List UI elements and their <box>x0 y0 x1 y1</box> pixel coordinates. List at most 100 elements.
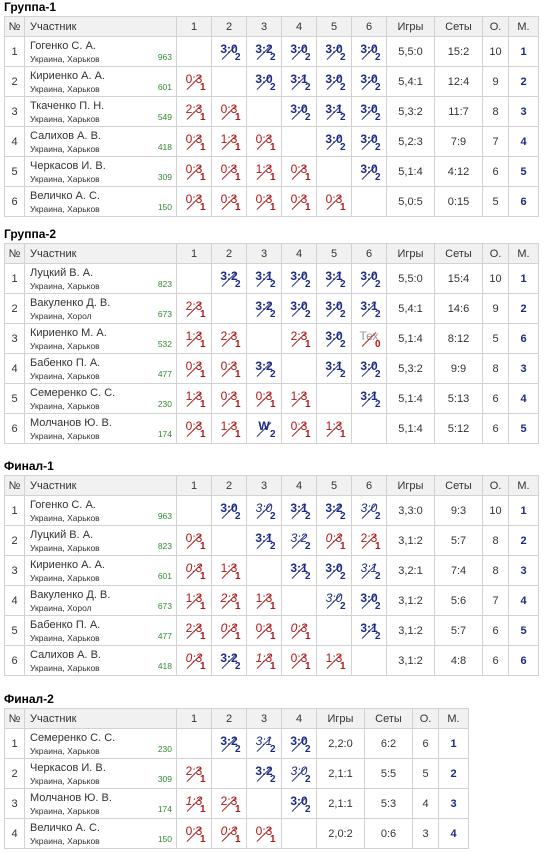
match-score-cell[interactable]: 3:2 2 <box>211 728 247 759</box>
match-score-cell[interactable]: 0:3 1 <box>176 645 212 676</box>
participant-name[interactable]: Семеренко С. С. <box>30 732 116 744</box>
participant-name[interactable]: Луцкий В. А. <box>30 529 94 541</box>
match-score-cell[interactable]: 3:1 2 <box>316 263 352 294</box>
match-score-cell[interactable]: 1:3 1 <box>281 383 317 414</box>
match-score-cell[interactable]: 0:3 1 <box>246 615 282 646</box>
match-score-cell[interactable]: 1:3 1 <box>176 323 212 354</box>
match-score-cell[interactable]: 3:1 2 <box>246 525 282 556</box>
participant-name[interactable]: Черкасов И. В. <box>30 160 106 172</box>
match-score-cell[interactable]: 3:1 2 <box>246 728 282 759</box>
match-score-cell[interactable]: 0:3 1 <box>176 818 212 849</box>
match-score-cell[interactable]: 0:3 1 <box>281 413 317 444</box>
match-score-cell[interactable]: 3:0 2 <box>351 156 387 187</box>
match-score-cell[interactable]: 3:0 2 <box>316 126 352 157</box>
match-score-cell[interactable]: 3:0 2 <box>316 293 352 324</box>
participant-name[interactable]: Гогенко С. А. <box>30 40 96 52</box>
match-score-cell[interactable]: 0:3 1 <box>176 66 212 97</box>
match-score-cell[interactable]: 0:3 1 <box>211 96 247 127</box>
match-score-cell[interactable]: 0:3 1 <box>281 645 317 676</box>
match-score-cell[interactable]: 3:1 2 <box>351 615 387 646</box>
match-score-cell[interactable]: 3:1 2 <box>316 353 352 384</box>
participant-name[interactable]: Салихов А. В. <box>30 649 101 661</box>
match-score-cell[interactable]: 3:2 2 <box>211 645 247 676</box>
match-score-cell[interactable]: 3:0 2 <box>281 758 317 789</box>
match-score-cell[interactable]: 1:3 1 <box>246 585 282 616</box>
participant-name[interactable]: Ткаченко П. Н. <box>30 100 105 112</box>
match-score-cell[interactable]: 0:3 1 <box>211 818 247 849</box>
match-score-cell[interactable]: 2:3 1 <box>176 293 212 324</box>
match-score-cell[interactable]: 3:1 2 <box>351 383 387 414</box>
match-score-cell[interactable]: 0:3 1 <box>281 615 317 646</box>
match-score-cell[interactable]: 0:3 1 <box>281 186 317 217</box>
match-score-cell[interactable]: 3:0 2 <box>281 293 317 324</box>
participant-name[interactable]: Кириенко А. А. <box>30 559 105 571</box>
participant-name[interactable]: Молчанов Ю. В. <box>30 792 112 804</box>
match-score-cell[interactable]: 3:0 2 <box>351 263 387 294</box>
match-score-cell[interactable]: 2:3 1 <box>211 788 247 819</box>
match-score-cell[interactable]: 1:3 1 <box>176 585 212 616</box>
match-score-cell[interactable]: 3:2 2 <box>316 495 352 526</box>
match-score-cell[interactable]: 3:0 2 <box>281 728 317 759</box>
match-score-cell[interactable]: 1:3 1 <box>176 383 212 414</box>
participant-name[interactable]: Бабенко П. А. <box>30 357 101 369</box>
match-score-cell[interactable]: 3:0 2 <box>351 585 387 616</box>
participant-name[interactable]: Вакуленко Д. В. <box>30 589 111 601</box>
match-score-cell[interactable]: 3:0 2 <box>316 585 352 616</box>
match-score-cell[interactable]: 3:0 2 <box>316 555 352 586</box>
participant-name[interactable]: Кириенко М. А. <box>30 327 107 339</box>
match-score-cell[interactable]: 3:1 2 <box>281 555 317 586</box>
match-score-cell[interactable]: 1:3 1 <box>246 645 282 676</box>
participant-name[interactable]: Молчанов Ю. В. <box>30 417 112 429</box>
match-score-cell[interactable]: 3:1 2 <box>351 555 387 586</box>
match-score-cell[interactable]: 0:3 1 <box>211 615 247 646</box>
participant-name[interactable]: Кириенко А. А. <box>30 70 105 82</box>
match-score-cell[interactable]: 0:3 1 <box>211 353 247 384</box>
match-score-cell[interactable]: 2:3 1 <box>176 96 212 127</box>
match-score-cell[interactable]: 0:3 1 <box>281 156 317 187</box>
match-score-cell[interactable]: 1:3 1 <box>211 126 247 157</box>
match-score-cell[interactable]: 1:3 1 <box>211 413 247 444</box>
match-score-cell[interactable]: 3:0 2 <box>281 788 317 819</box>
match-score-cell[interactable]: 3:0 2 <box>211 36 247 67</box>
match-score-cell[interactable]: 3:1 2 <box>246 263 282 294</box>
match-score-cell[interactable]: 3:0 2 <box>246 66 282 97</box>
match-score-cell[interactable]: 3:2 2 <box>211 263 247 294</box>
match-score-cell[interactable]: 3:2 2 <box>281 525 317 556</box>
match-score-cell[interactable]: 3:2 2 <box>246 293 282 324</box>
match-score-cell[interactable]: 3:0 2 <box>281 36 317 67</box>
match-score-cell[interactable]: 3:1 2 <box>281 495 317 526</box>
match-score-cell[interactable]: 3:0 2 <box>316 36 352 67</box>
match-score-cell[interactable]: 0:3 1 <box>211 383 247 414</box>
match-score-cell[interactable]: 3:0 2 <box>281 263 317 294</box>
match-score-cell[interactable]: 0:3 1 <box>246 383 282 414</box>
participant-name[interactable]: Семеренко С. С. <box>30 387 116 399</box>
match-score-cell[interactable]: 3:0 2 <box>351 353 387 384</box>
match-score-cell[interactable]: 0:3 1 <box>316 186 352 217</box>
match-score-cell[interactable]: 3:0 2 <box>316 323 352 354</box>
match-score-cell[interactable]: 2:3 1 <box>211 585 247 616</box>
participant-name[interactable]: Гогенко С. А. <box>30 499 96 511</box>
participant-name[interactable]: Вакуленко Д. В. <box>30 297 111 309</box>
participant-name[interactable]: Салихов А. В. <box>30 130 101 142</box>
match-score-cell[interactable]: 0:3 1 <box>211 156 247 187</box>
match-score-cell[interactable]: 1:3 1 <box>316 645 352 676</box>
match-score-cell[interactable]: 3:0 2 <box>351 495 387 526</box>
participant-name[interactable]: Величко А. С. <box>30 822 100 834</box>
match-score-cell[interactable]: 3:0 2 <box>281 96 317 127</box>
match-score-cell[interactable]: 0:3 1 <box>246 126 282 157</box>
match-score-cell[interactable]: Тех 0 <box>351 323 387 354</box>
match-score-cell[interactable]: 2:3 1 <box>351 525 387 556</box>
match-score-cell[interactable]: 3:0 2 <box>246 495 282 526</box>
match-score-cell[interactable]: 3:0 2 <box>351 96 387 127</box>
participant-name[interactable]: Черкасов И. В. <box>30 762 106 774</box>
match-score-cell[interactable]: 3:1 2 <box>281 66 317 97</box>
match-score-cell[interactable]: 0:3 1 <box>211 186 247 217</box>
match-score-cell[interactable]: 2:3 1 <box>281 323 317 354</box>
match-score-cell[interactable]: 3:0 2 <box>316 66 352 97</box>
match-score-cell[interactable]: 0:3 1 <box>176 555 212 586</box>
match-score-cell[interactable]: 0:3 1 <box>176 186 212 217</box>
match-score-cell[interactable]: 0:3 1 <box>176 156 212 187</box>
match-score-cell[interactable]: 3:2 2 <box>246 353 282 384</box>
match-score-cell[interactable]: 0:3 1 <box>176 353 212 384</box>
